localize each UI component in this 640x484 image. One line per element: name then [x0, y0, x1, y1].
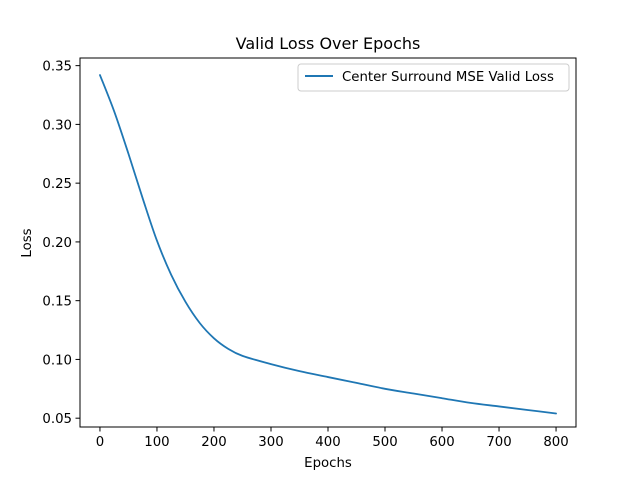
y-tick-label: 0.20	[42, 236, 72, 251]
y-tick-label: 0.10	[42, 353, 72, 368]
y-tick-label: 0.15	[42, 295, 72, 310]
series-line	[99, 74, 557, 415]
x-tick-label: 600	[429, 435, 454, 450]
x-tick-label: 200	[201, 435, 226, 450]
chart-title: Valid Loss Over Epochs	[236, 34, 421, 53]
x-tick-label: 700	[486, 435, 511, 450]
y-tick-label: 0.25	[42, 177, 72, 192]
x-tick-label: 500	[372, 435, 397, 450]
x-axis-label: Epochs	[304, 456, 352, 471]
legend-box	[297, 63, 570, 92]
x-tick-label: 100	[144, 435, 169, 450]
legend: Center Surround MSE Valid Loss	[297, 63, 570, 92]
x-tick-label: 400	[315, 435, 340, 450]
x-tick-label: 300	[258, 435, 283, 450]
x-axis: 0 100 200 300 400 500 600 700 800	[96, 427, 569, 450]
series-layer	[99, 74, 557, 415]
y-tick-label: 0.05	[42, 412, 72, 427]
y-axis-label: Loss	[20, 228, 35, 257]
x-tick-label: 0	[96, 435, 104, 450]
legend-entry: Center Surround MSE Valid Loss	[342, 70, 554, 85]
plot-area: 0 100 200 300 400 500 600 700 800 0.050.100.150.…	[42, 57, 577, 450]
y-tick-label: 0.35	[42, 60, 72, 75]
y-axis: 0.05 0.10 0.15 0.20 0.25 0.30 0.35	[42, 60, 80, 427]
y-tick-label: 0.30	[42, 118, 72, 133]
x-tick-label: 800	[543, 435, 568, 450]
